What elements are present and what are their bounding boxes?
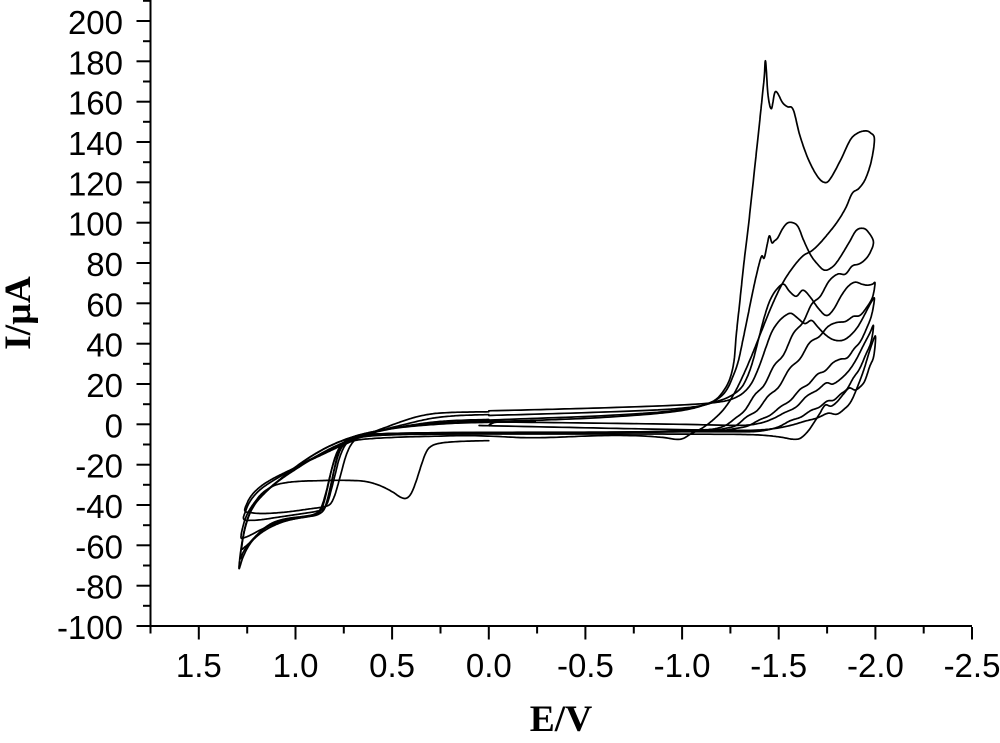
svg-text:80: 80 xyxy=(86,246,123,283)
svg-text:0.5: 0.5 xyxy=(369,647,415,684)
svg-text:180: 180 xyxy=(68,44,123,81)
svg-text:160: 160 xyxy=(68,85,123,122)
svg-text:-80: -80 xyxy=(75,569,123,606)
svg-text:-2.0: -2.0 xyxy=(847,647,904,684)
svg-text:100: 100 xyxy=(68,206,123,243)
svg-text:1.5: 1.5 xyxy=(176,647,222,684)
svg-text:-20: -20 xyxy=(75,448,123,485)
svg-text:-1.0: -1.0 xyxy=(654,647,711,684)
svg-text:140: 140 xyxy=(68,125,123,162)
svg-text:-60: -60 xyxy=(75,528,123,565)
svg-text:60: 60 xyxy=(86,286,123,323)
svg-text:E/V: E/V xyxy=(530,699,593,738)
svg-text:120: 120 xyxy=(68,165,123,202)
svg-text:0.0: 0.0 xyxy=(466,647,512,684)
svg-text:-2.5: -2.5 xyxy=(944,647,1000,684)
svg-text:I/µA: I/µA xyxy=(0,276,39,350)
svg-text:1.0: 1.0 xyxy=(273,647,319,684)
svg-text:-1.5: -1.5 xyxy=(750,647,807,684)
svg-text:-100: -100 xyxy=(57,609,123,646)
svg-text:-40: -40 xyxy=(75,488,123,525)
svg-text:200: 200 xyxy=(68,4,123,41)
svg-text:-0.5: -0.5 xyxy=(557,647,614,684)
svg-text:20: 20 xyxy=(86,367,123,404)
svg-text:0: 0 xyxy=(105,407,123,444)
svg-text:40: 40 xyxy=(86,327,123,364)
